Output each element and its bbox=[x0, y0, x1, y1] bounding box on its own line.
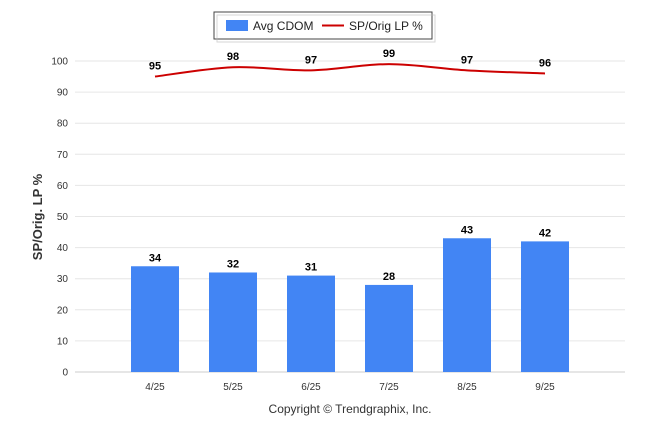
bar-value-label: 42 bbox=[539, 227, 551, 239]
bar-9/25 bbox=[521, 241, 569, 372]
bar-4/25 bbox=[131, 266, 179, 372]
line-value-label: 99 bbox=[383, 48, 395, 60]
y-tick-label-80: 80 bbox=[57, 119, 69, 130]
bar-value-label: 31 bbox=[305, 262, 317, 274]
y-tick-label-50: 50 bbox=[57, 212, 69, 223]
bar-value-label: 43 bbox=[461, 224, 473, 236]
x-tick-label: 6/25 bbox=[301, 382, 321, 393]
y-axis: 0 10 20 30 40 50 60 70 80 90 100 bbox=[51, 57, 68, 379]
x-axis: 4/25 5/25 6/25 7/25 8/25 9/25 bbox=[145, 382, 555, 393]
x-tick-label: 8/25 bbox=[457, 382, 477, 393]
bar-value-label: 32 bbox=[227, 258, 239, 270]
line-series: 95 98 97 99 97 96 bbox=[149, 48, 551, 78]
bar-value-label: 28 bbox=[383, 271, 395, 283]
y-tick-label-90: 90 bbox=[57, 88, 69, 99]
line-value-label: 96 bbox=[539, 57, 551, 69]
y-tick-label-10: 10 bbox=[57, 336, 69, 347]
legend-shadow bbox=[216, 14, 436, 43]
y-tick-label-20: 20 bbox=[57, 305, 69, 316]
bar-value-label: 34 bbox=[149, 252, 162, 264]
line-value-label: 97 bbox=[305, 54, 317, 66]
bar-series: 34 32 31 28 43 42 bbox=[131, 224, 569, 372]
bar-8/25 bbox=[443, 238, 491, 372]
x-tick-label: 7/25 bbox=[379, 382, 399, 393]
y-tick-label-30: 30 bbox=[57, 274, 69, 285]
line-value-label: 97 bbox=[461, 54, 473, 66]
copyright-credit: Copyright © Trendgraphix, Inc. bbox=[269, 402, 432, 416]
bar-6/25 bbox=[287, 275, 335, 372]
line-value-label: 98 bbox=[227, 51, 239, 63]
y-tick-label-40: 40 bbox=[57, 243, 69, 254]
legend-swatch-bar bbox=[226, 20, 248, 31]
x-tick-label: 4/25 bbox=[145, 382, 165, 393]
y-axis-title: SP/Orig. LP % bbox=[30, 173, 45, 260]
line-value-label: 95 bbox=[149, 61, 161, 73]
legend-label-bar: Avg CDOM bbox=[253, 19, 313, 33]
y-tick-label-70: 70 bbox=[57, 150, 69, 161]
line-path bbox=[154, 63, 546, 78]
bar-5/25 bbox=[209, 272, 257, 372]
y-tick-label-100: 100 bbox=[51, 57, 68, 68]
y-tick-label-0: 0 bbox=[62, 368, 68, 379]
x-tick-label: 9/25 bbox=[535, 382, 555, 393]
legend: Avg CDOM SP/Orig LP % bbox=[213, 11, 436, 43]
legend-label-line: SP/Orig LP % bbox=[349, 19, 423, 33]
x-tick-label: 5/25 bbox=[223, 382, 243, 393]
bar-7/25 bbox=[365, 284, 413, 372]
y-tick-label-60: 60 bbox=[57, 181, 69, 192]
